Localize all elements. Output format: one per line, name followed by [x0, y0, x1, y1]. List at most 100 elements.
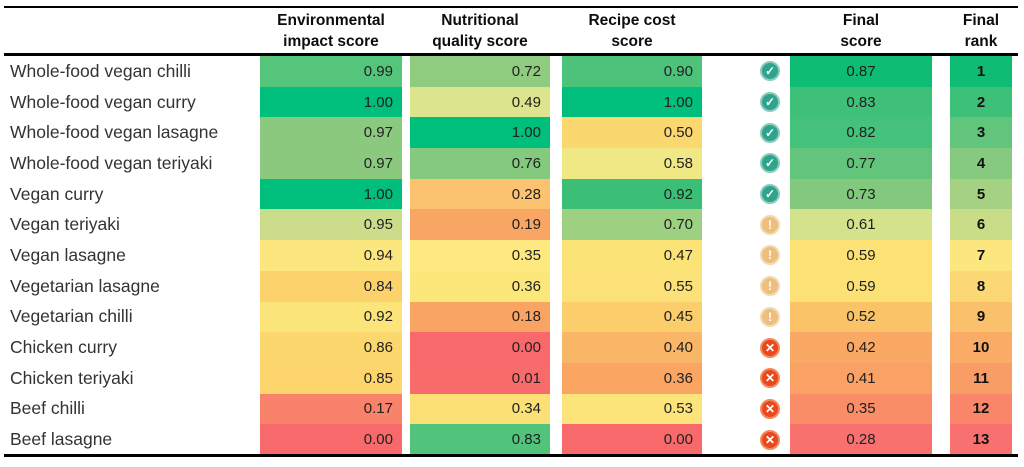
- final-rank-cell: 7: [950, 240, 1012, 271]
- table-row: Chicken curry 0.86 0.00 0.40 ✕ 0.42 10: [4, 332, 1012, 363]
- header-line: impact score: [283, 32, 379, 50]
- table-row: Whole-food vegan lasagne 0.97 1.00 0.50 …: [4, 117, 1012, 149]
- column-header-final-score: Final score: [790, 8, 932, 53]
- final-rank-cell: 8: [950, 270, 1012, 302]
- nutritional-score-cell: 0.35: [410, 240, 550, 271]
- recipe-name: Chicken curry: [10, 337, 117, 358]
- nutritional-score-cell: 1.00: [410, 117, 550, 149]
- status-cell: ✓: [702, 87, 790, 118]
- final-score-cell: 0.42: [790, 332, 932, 363]
- recipe-cost-score-cell: 0.47: [562, 240, 702, 271]
- final-score-cell: 0.82: [790, 117, 932, 149]
- nutritional-score-cell: 0.36: [410, 270, 550, 302]
- header-line: score: [611, 32, 653, 50]
- environmental-score-cell: 0.97: [260, 117, 402, 149]
- nutritional-score-cell: 0.00: [410, 332, 550, 363]
- header-line: Final: [842, 11, 880, 29]
- status-cell: ✓: [702, 179, 790, 210]
- recipe-cost-score-cell: 0.70: [562, 209, 702, 241]
- nutritional-score-cell: 0.76: [410, 148, 550, 179]
- warning-icon: !: [760, 306, 780, 327]
- table-top-border: [4, 6, 1018, 8]
- status-cell: !: [702, 240, 790, 271]
- column-header-final-rank: Final rank: [950, 8, 1012, 53]
- final-score-cell: 0.61: [790, 209, 932, 241]
- environmental-score-cell: 0.86: [260, 332, 402, 363]
- environmental-score-cell: 0.94: [260, 240, 402, 271]
- table-row: Vegan curry 1.00 0.28 0.92 ✓ 0.73 5: [4, 178, 1012, 210]
- warning-icon: !: [760, 245, 780, 266]
- final-score-cell: 0.77: [790, 148, 932, 179]
- recipe-name: Whole-food vegan lasagne: [10, 122, 219, 143]
- recipe-name: Whole-food vegan chilli: [10, 60, 191, 81]
- column-header-environmental: Environmental impact score: [260, 8, 402, 53]
- column-header-nutritional: Nutritional quality score: [410, 8, 550, 53]
- recipe-cost-score-cell: 0.00: [562, 424, 702, 455]
- header-line: Nutritional: [441, 11, 519, 29]
- recipe-name: Vegan teriyaki: [10, 214, 120, 235]
- table-row: Vegan lasagne 0.94 0.35 0.47 ! 0.59 7: [4, 240, 1012, 271]
- final-score-cell: 0.28: [790, 424, 932, 455]
- nutritional-score-cell: 0.72: [410, 56, 550, 87]
- status-cell: !: [702, 209, 790, 240]
- final-score-cell: 0.41: [790, 362, 932, 394]
- column-header-recipe-cost: Recipe cost score: [562, 8, 702, 53]
- table-body: Whole-food vegan chilli 0.99 0.72 0.90 ✓…: [4, 56, 1012, 455]
- status-cell: ✕: [702, 394, 790, 425]
- environmental-score-cell: 1.00: [260, 86, 402, 118]
- recipe-name: Vegan curry: [10, 183, 104, 204]
- warning-icon: !: [760, 214, 780, 235]
- final-score-cell: 0.59: [790, 240, 932, 271]
- final-rank-cell: 5: [950, 178, 1012, 210]
- warning-icon: !: [760, 276, 780, 297]
- header-line: quality score: [432, 32, 528, 50]
- final-rank-cell: 3: [950, 117, 1012, 149]
- recipe-cost-score-cell: 0.36: [562, 362, 702, 394]
- header-line: Environmental: [277, 11, 385, 29]
- recipe-name: Vegetarian chilli: [10, 306, 133, 327]
- final-rank-cell: 9: [950, 301, 1012, 333]
- cross-icon: ✕: [760, 398, 780, 419]
- recipe-cost-score-cell: 0.45: [562, 301, 702, 333]
- status-cell: ✓: [702, 56, 790, 87]
- recipe-name: Beef chilli: [10, 398, 85, 419]
- status-cell: ✓: [702, 148, 790, 179]
- recipe-cost-score-cell: 0.53: [562, 393, 702, 425]
- table-row: Beef lasagne 0.00 0.83 0.00 ✕ 0.28 13: [4, 424, 1012, 455]
- recipe-cost-score-cell: 0.50: [562, 117, 702, 149]
- environmental-score-cell: 1.00: [260, 178, 402, 210]
- table-row: Beef chilli 0.17 0.34 0.53 ✕ 0.35 12: [4, 393, 1012, 425]
- nutritional-score-cell: 0.49: [410, 86, 550, 118]
- nutritional-score-cell: 0.18: [410, 301, 550, 333]
- final-rank-cell: 6: [950, 209, 1012, 241]
- final-rank-cell: 4: [950, 148, 1012, 179]
- recipe-cost-score-cell: 0.40: [562, 332, 702, 363]
- table-header: Environmental impact score Nutritional q…: [4, 8, 1012, 53]
- environmental-score-cell: 0.97: [260, 148, 402, 179]
- check-icon: ✓: [760, 92, 780, 113]
- cross-icon: ✕: [760, 429, 780, 450]
- table-row: Whole-food vegan curry 1.00 0.49 1.00 ✓ …: [4, 86, 1012, 118]
- environmental-score-cell: 0.92: [260, 301, 402, 333]
- table-row: Whole-food vegan teriyaki 0.97 0.76 0.58…: [4, 148, 1012, 179]
- header-line: rank: [964, 32, 998, 50]
- final-score-cell: 0.87: [790, 56, 932, 87]
- check-icon: ✓: [760, 184, 780, 205]
- recipe-name: Beef lasagne: [10, 429, 113, 450]
- header-line: Recipe cost: [588, 11, 676, 29]
- final-rank-cell: 2: [950, 86, 1012, 118]
- final-score-cell: 0.59: [790, 270, 932, 302]
- cross-icon: ✕: [760, 337, 780, 358]
- final-score-cell: 0.35: [790, 393, 932, 425]
- table-row: Vegan teriyaki 0.95 0.19 0.70 ! 0.61 6: [4, 209, 1012, 241]
- recipe-name: Whole-food vegan curry: [10, 91, 196, 112]
- header-divider: [4, 53, 1018, 56]
- environmental-score-cell: 0.00: [260, 424, 402, 455]
- header-line: Final: [962, 11, 1000, 29]
- status-cell: !: [702, 302, 790, 333]
- environmental-score-cell: 0.17: [260, 393, 402, 425]
- nutritional-score-cell: 0.19: [410, 209, 550, 241]
- nutritional-score-cell: 0.83: [410, 424, 550, 455]
- status-cell: ✕: [702, 363, 790, 394]
